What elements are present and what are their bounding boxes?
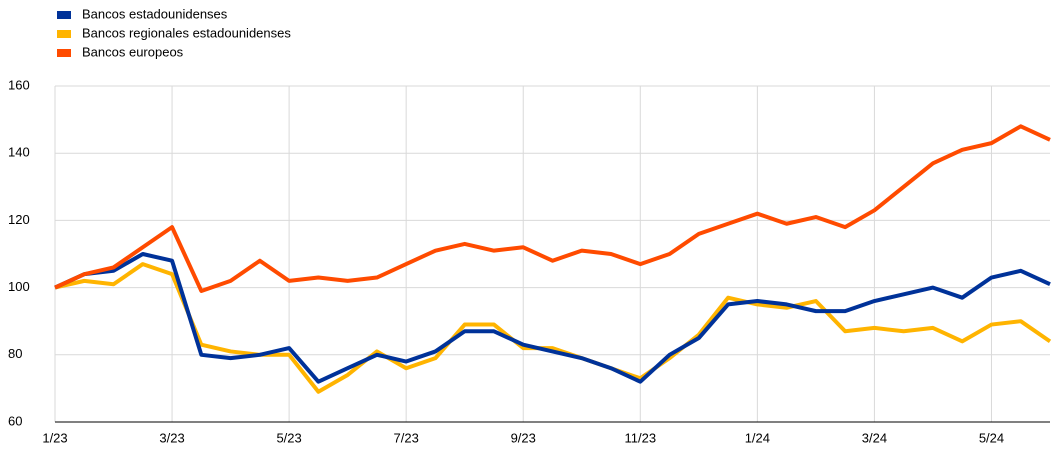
line-series xyxy=(54,262,1052,394)
line-series xyxy=(54,252,1051,384)
y-tick-label: 160 xyxy=(8,77,30,92)
legend-label: Bancos europeos xyxy=(82,44,184,59)
x-tick-label: 1/24 xyxy=(745,430,770,445)
legend-label: Bancos estadounidenses xyxy=(82,6,228,21)
y-tick-label: 80 xyxy=(8,346,22,361)
x-tick-label: 5/24 xyxy=(979,430,1004,445)
x-tick-label: 7/23 xyxy=(394,430,419,445)
x-tick-label: 11/23 xyxy=(625,430,657,445)
legend-swatch xyxy=(57,11,71,19)
line-series xyxy=(54,124,1051,293)
y-tick-label: 120 xyxy=(8,212,30,227)
y-tick-label: 140 xyxy=(8,145,30,160)
y-tick-label: 100 xyxy=(8,279,30,294)
x-tick-label: 9/23 xyxy=(511,430,536,445)
x-tick-label: 3/24 xyxy=(862,430,887,445)
legend-swatch xyxy=(57,30,71,38)
x-tick-label: 1/23 xyxy=(42,430,67,445)
x-tick-label: 3/23 xyxy=(159,430,184,445)
x-tick-label: 5/23 xyxy=(276,430,301,445)
legend-label: Bancos regionales estadounidenses xyxy=(82,25,291,40)
legend-swatch xyxy=(57,49,71,57)
y-tick-label: 60 xyxy=(8,413,22,428)
